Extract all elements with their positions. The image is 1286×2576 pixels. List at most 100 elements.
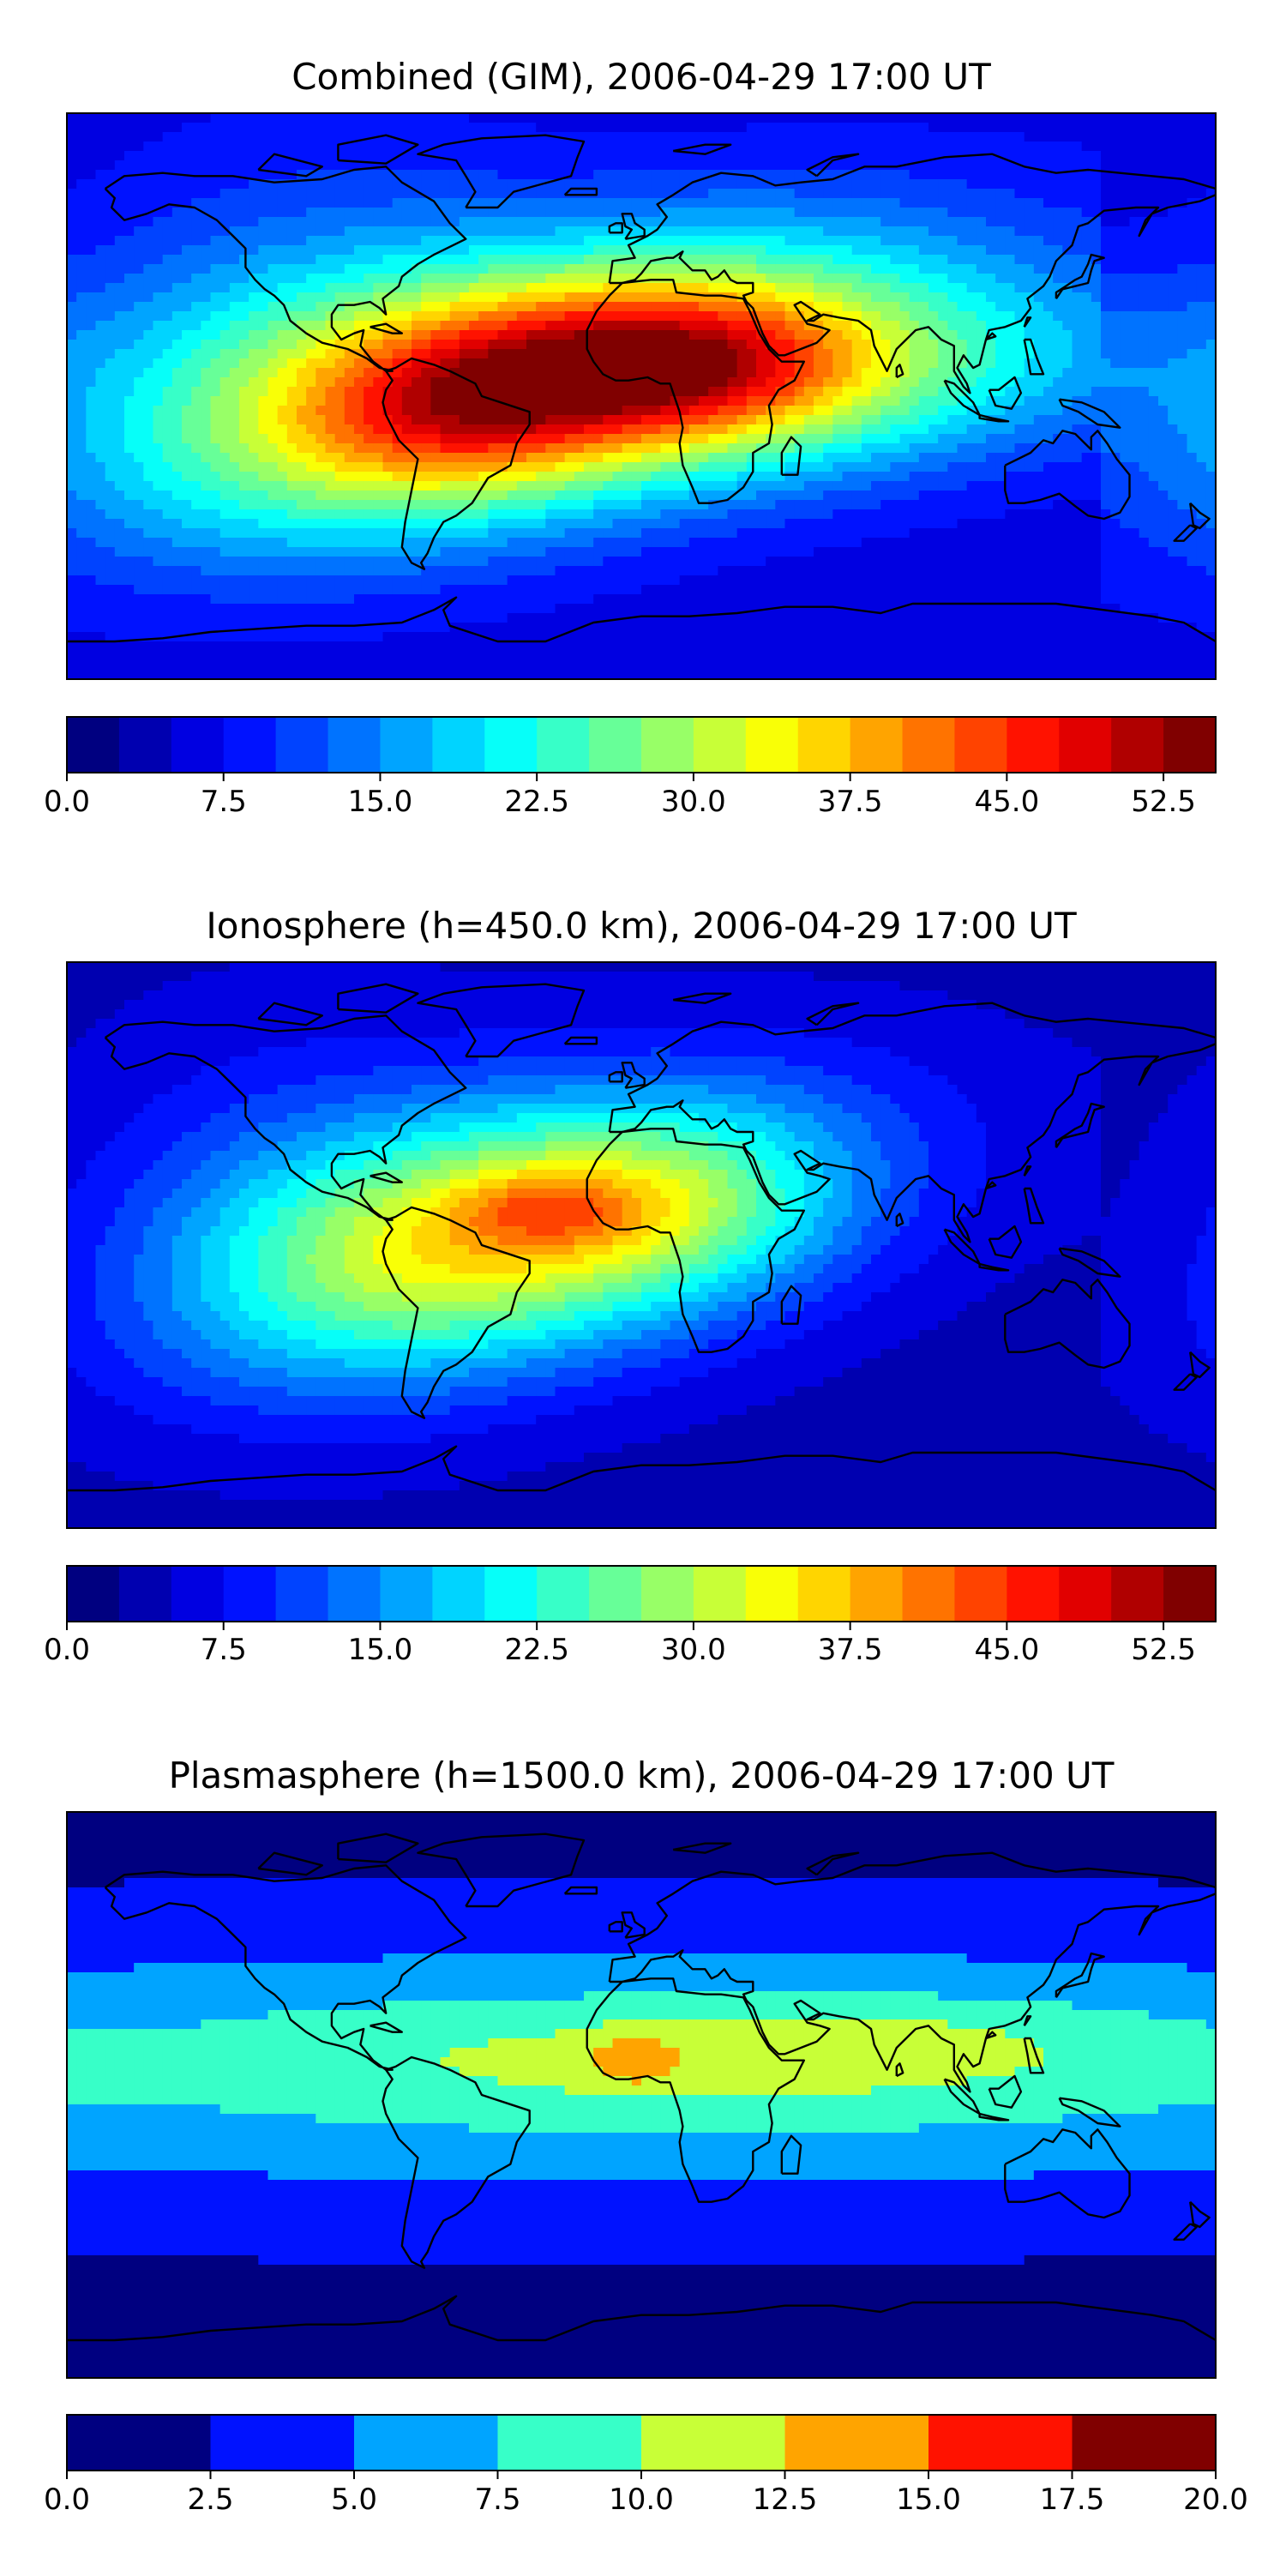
tec-cell (430, 208, 442, 218)
tec-cell (412, 236, 422, 246)
tec-cell (306, 132, 316, 142)
tec-cell (545, 321, 556, 331)
tec-cell (918, 264, 929, 274)
tec-cell (947, 368, 958, 378)
tec-cell (134, 245, 144, 256)
tec-cell (210, 443, 221, 454)
tec-cell (171, 274, 183, 284)
tec-cell (918, 170, 929, 180)
tec-cell (334, 321, 346, 331)
tec-cell (823, 481, 833, 491)
tec-cell (775, 330, 786, 340)
tec-cell (373, 434, 384, 444)
tec-cell (1043, 406, 1054, 416)
tec-cell (249, 415, 259, 425)
tec-cell (688, 415, 700, 425)
tec-cell (134, 198, 144, 208)
tec-cell (124, 236, 135, 246)
tec-cell (890, 274, 901, 284)
tec-cell (153, 406, 164, 416)
tec-cell (861, 358, 872, 369)
tec-cell (1072, 170, 1083, 180)
tec-cell (803, 462, 814, 472)
tec-cell (966, 462, 977, 472)
tec-cell (1101, 151, 1111, 161)
tec-cell (909, 387, 920, 397)
tec-cell (574, 141, 585, 152)
tec-cell (86, 340, 97, 350)
tec-cell (401, 274, 412, 284)
tec-cell (153, 179, 164, 190)
tec-cell (641, 462, 652, 472)
tec-cell (267, 217, 279, 227)
tec-cell (871, 208, 881, 218)
tec-cell (766, 330, 776, 340)
tec-cell (325, 141, 336, 152)
tec-cell (555, 208, 566, 218)
tec-cell (622, 462, 633, 472)
tec-cell (440, 302, 451, 312)
tec-cell (631, 424, 642, 435)
tec-cell (86, 368, 97, 378)
tec-cell (239, 387, 249, 397)
tec-cell (746, 151, 757, 161)
tec-cell (497, 481, 508, 491)
tec-cell (631, 113, 642, 123)
tec-cell (67, 311, 77, 322)
tec-cell (334, 302, 346, 312)
tec-cell (297, 245, 307, 256)
tec-cell (1139, 189, 1150, 199)
tec-cell (449, 453, 460, 463)
tec-cell (1139, 377, 1150, 388)
tec-cell (201, 264, 212, 274)
tec-cell (1177, 160, 1188, 171)
tec-cell (1168, 481, 1178, 491)
tec-cell (1168, 358, 1178, 369)
tec-cell (344, 472, 355, 482)
tec-cell (708, 340, 718, 350)
tec-cell (1129, 472, 1140, 482)
tec-cell (325, 424, 336, 435)
tec-cell (708, 349, 718, 359)
tec-cell (134, 179, 144, 190)
tec-cell (229, 226, 240, 237)
tec-cell (784, 481, 796, 491)
tec-cell (239, 283, 249, 293)
tec-cell (736, 321, 748, 331)
tec-cell (364, 321, 374, 331)
tec-cell (478, 217, 489, 227)
tec-cell (545, 424, 556, 435)
tec-cell (603, 170, 614, 180)
tec-cell (555, 217, 566, 227)
tec-cell (861, 274, 872, 284)
tec-cell (718, 283, 729, 293)
tec-cell (766, 274, 776, 284)
tec-cell (497, 330, 508, 340)
tec-cell (392, 491, 403, 501)
tec-cell (1196, 434, 1207, 444)
tec-cell (306, 226, 316, 237)
tec-cell (507, 217, 518, 227)
tec-cell (258, 208, 269, 218)
tec-cell (143, 387, 154, 397)
tec-cell (1205, 491, 1216, 501)
tec-cell (603, 311, 614, 322)
tec-cell (670, 330, 681, 340)
tec-cell (593, 179, 604, 190)
tec-cell (516, 141, 527, 152)
tec-cell (67, 151, 77, 161)
tec-cell (574, 434, 585, 444)
tec-cell (191, 311, 201, 322)
tec-cell (536, 217, 546, 227)
tec-cell (1101, 208, 1111, 218)
tec-cell (1053, 245, 1063, 256)
tec-cell (95, 406, 106, 416)
tec-cell (449, 226, 460, 237)
tec-cell (1110, 415, 1121, 425)
tec-cell (986, 406, 996, 416)
tec-cell (679, 453, 690, 463)
tec-cell (1033, 491, 1044, 501)
tec-cell (564, 189, 575, 199)
tec-cell (497, 123, 508, 133)
tec-cell (861, 255, 872, 265)
